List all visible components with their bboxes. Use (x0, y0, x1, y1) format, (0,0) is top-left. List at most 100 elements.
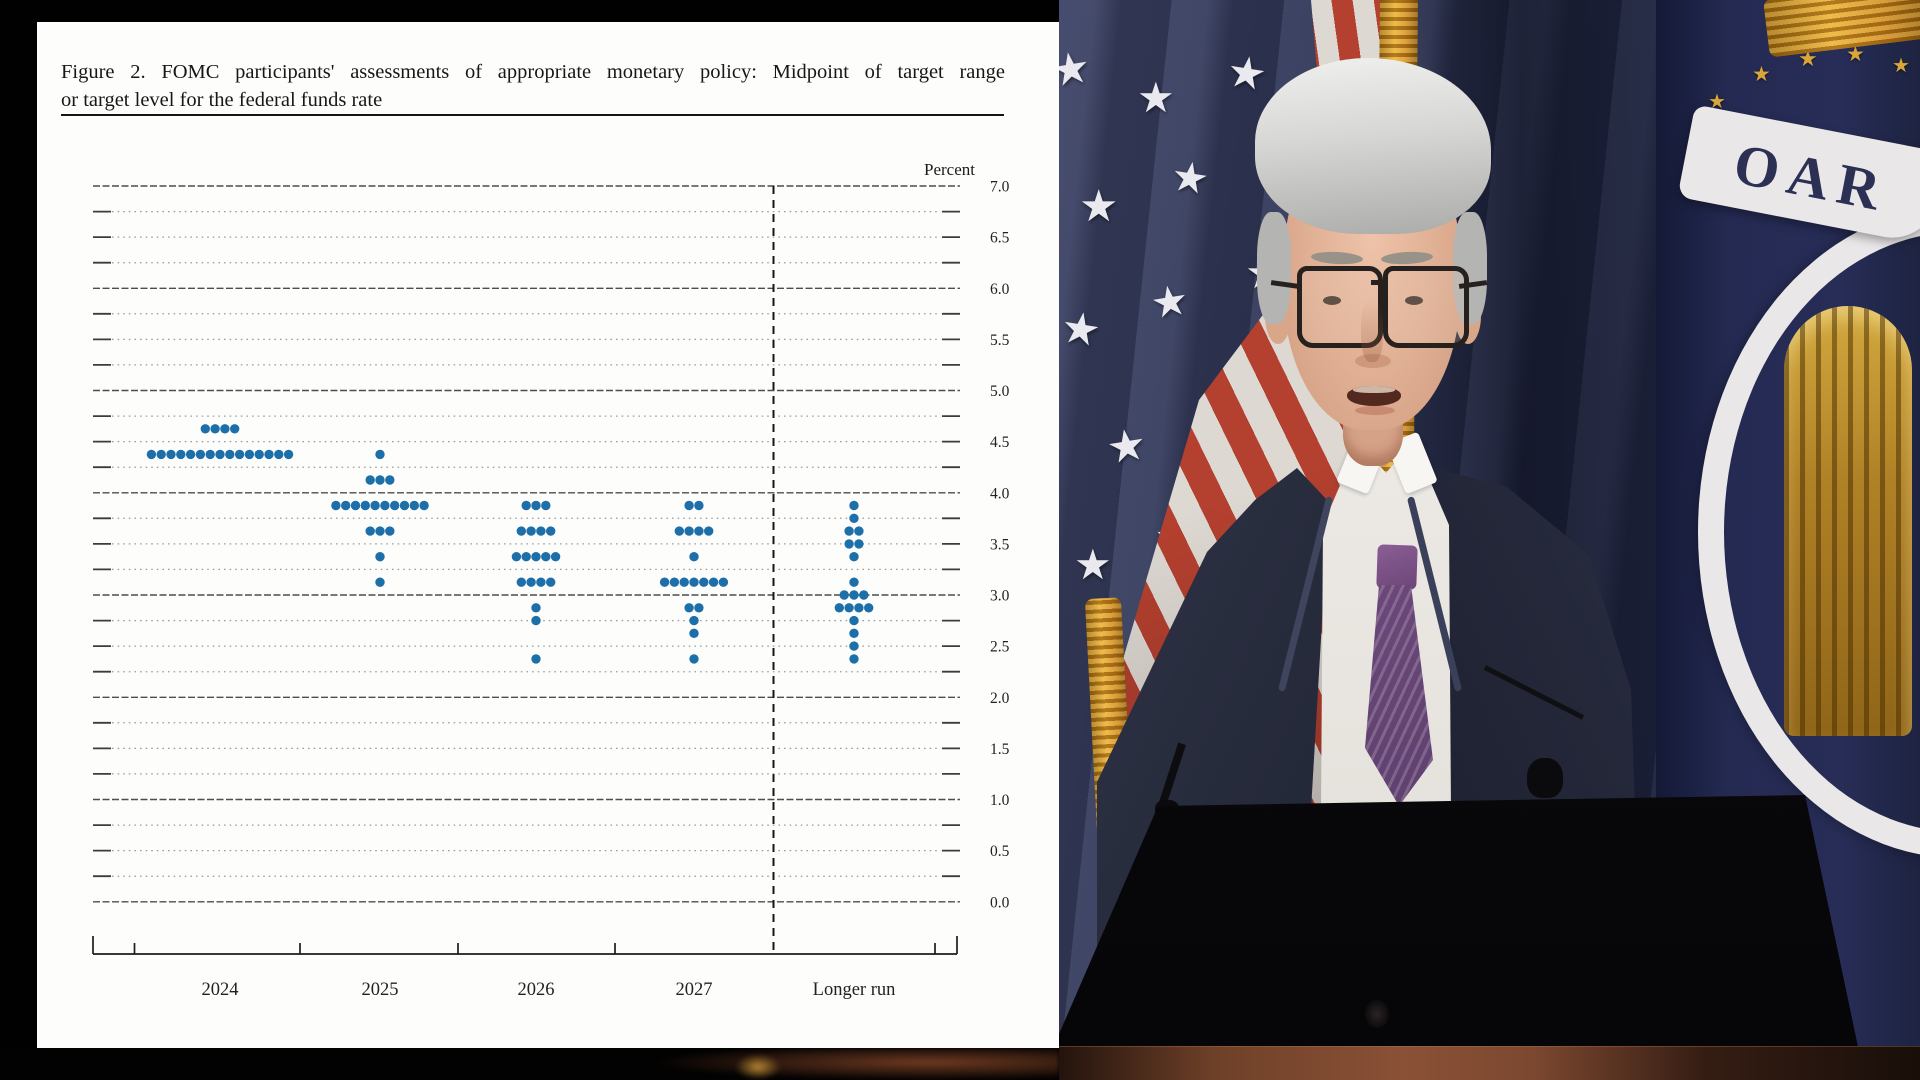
glasses-right-lens-icon (1383, 266, 1469, 348)
projection-dot (536, 577, 546, 587)
projection-dot (390, 500, 400, 511)
labels-group: 7.0 6.5 6.0 5.5 5.0 4.5 4.0 3.5 3.0 2.5 2.0 1.5 1.0 0… (202, 179, 1010, 1001)
projection-dot (331, 500, 341, 511)
podium-knob (1365, 1000, 1389, 1028)
y-tick-label: 2.5 (990, 639, 1010, 656)
projection-dot (849, 513, 859, 523)
projection-dot (283, 449, 294, 460)
projection-dot (684, 500, 694, 511)
projection-dot (205, 449, 215, 460)
title-rule (61, 114, 1004, 116)
projection-dot (166, 449, 176, 460)
tie-knot (1376, 544, 1418, 590)
black-matte-left (0, 0, 37, 1080)
figure-title-line2: or target level for the federal funds ra… (61, 88, 383, 111)
projection-dot (531, 552, 541, 562)
projection-dot (375, 552, 385, 562)
projection-dot (689, 654, 699, 664)
fed-flag-star-icon: ★ (1892, 55, 1910, 77)
projection-dot (375, 449, 385, 460)
projection-dot (360, 500, 370, 511)
projection-dot (230, 424, 240, 434)
projection-dot (694, 500, 704, 511)
projection-dot (550, 552, 561, 562)
us-flag-star-icon: ★ (1137, 76, 1175, 122)
y-tick-label: 0.0 (990, 894, 1010, 911)
projection-dot (854, 603, 864, 613)
projection-dot (264, 449, 274, 460)
fed-flag-partial-text: OAR (1728, 130, 1895, 224)
projection-dot (844, 539, 854, 549)
blurred-gold-fringe (735, 1054, 781, 1080)
projection-dot (274, 449, 284, 460)
projection-dot (844, 603, 854, 613)
projection-dot (234, 449, 245, 460)
projection-dot (375, 526, 385, 536)
projection-dot (365, 526, 375, 536)
projection-dot (220, 424, 230, 434)
wood-ledge (1059, 1046, 1920, 1080)
y-tick-label: 0.5 (990, 843, 1010, 860)
projection-dot (864, 603, 874, 613)
projection-dot (341, 500, 351, 511)
fed-flag-star-icon: ★ (1752, 62, 1771, 86)
gray-hair (1255, 58, 1491, 234)
projection-dot (679, 577, 689, 587)
projection-dot (254, 449, 264, 460)
podium (1059, 795, 1865, 1080)
projection-dot (849, 641, 859, 651)
projection-dot (704, 526, 714, 536)
blurred-foreground (655, 1048, 1059, 1080)
hair-side-left (1257, 212, 1291, 324)
lower-lip (1355, 406, 1395, 415)
projection-dot (849, 628, 859, 638)
fed-flag-star-icon: ★ (1846, 42, 1865, 66)
projection-dot (244, 449, 255, 460)
projection-dot (849, 590, 859, 600)
figure-title-line1: Figure 2. FOMC participants' assessments… (61, 61, 1005, 83)
nose (1361, 300, 1383, 362)
projection-dot (536, 526, 546, 536)
projection-dot (834, 603, 844, 613)
projection-dot (350, 500, 361, 511)
projection-dot (844, 526, 854, 536)
y-tick-label: 4.5 (990, 434, 1010, 451)
projection-dot (659, 577, 670, 587)
projection-dot (146, 449, 157, 460)
us-flag-star-icon: ★ (1147, 277, 1193, 329)
projection-dot (859, 590, 869, 600)
projection-dot (375, 475, 385, 485)
projection-dot (849, 500, 859, 511)
projection-dot (531, 615, 541, 626)
projection-dot (689, 577, 699, 587)
projection-dot (511, 552, 522, 562)
x-category-label: 2027 (676, 980, 713, 1000)
us-flag-star-icon: ★ (1059, 302, 1105, 357)
projection-dot (419, 500, 429, 511)
projection-dot (694, 603, 704, 613)
projection-dot (708, 577, 719, 587)
projection-dot (689, 615, 699, 626)
projection-dot (541, 552, 551, 562)
y-tick-label: 2.0 (990, 690, 1010, 707)
dot-plot-chart: 7.0 6.5 6.0 5.5 5.0 4.5 4.0 3.5 3.0 2.5 2.0 1.5 1.0 0… (92, 179, 1010, 1001)
y-tick-label: 1.0 (990, 792, 1010, 809)
projection-dot (699, 577, 709, 587)
projection-dot (854, 539, 864, 549)
black-matte-top (0, 0, 1059, 22)
projection-dot (684, 526, 694, 536)
y-tick-label: 6.0 (990, 281, 1010, 298)
us-flag-star-icon: ★ (1103, 419, 1150, 474)
gridlines-group (93, 185, 960, 903)
us-flag-star-icon: ★ (1079, 182, 1119, 231)
projection-dot (516, 577, 526, 587)
projection-dot (370, 500, 380, 511)
y-tick-label: 3.0 (990, 588, 1010, 605)
projection-dot (839, 590, 849, 600)
projection-dot (526, 577, 536, 587)
projection-dot (200, 424, 210, 434)
us-flag-star-icon: ★ (1074, 543, 1112, 589)
glasses-left-lens-icon (1297, 266, 1383, 348)
glasses-bridge-icon (1371, 280, 1385, 285)
